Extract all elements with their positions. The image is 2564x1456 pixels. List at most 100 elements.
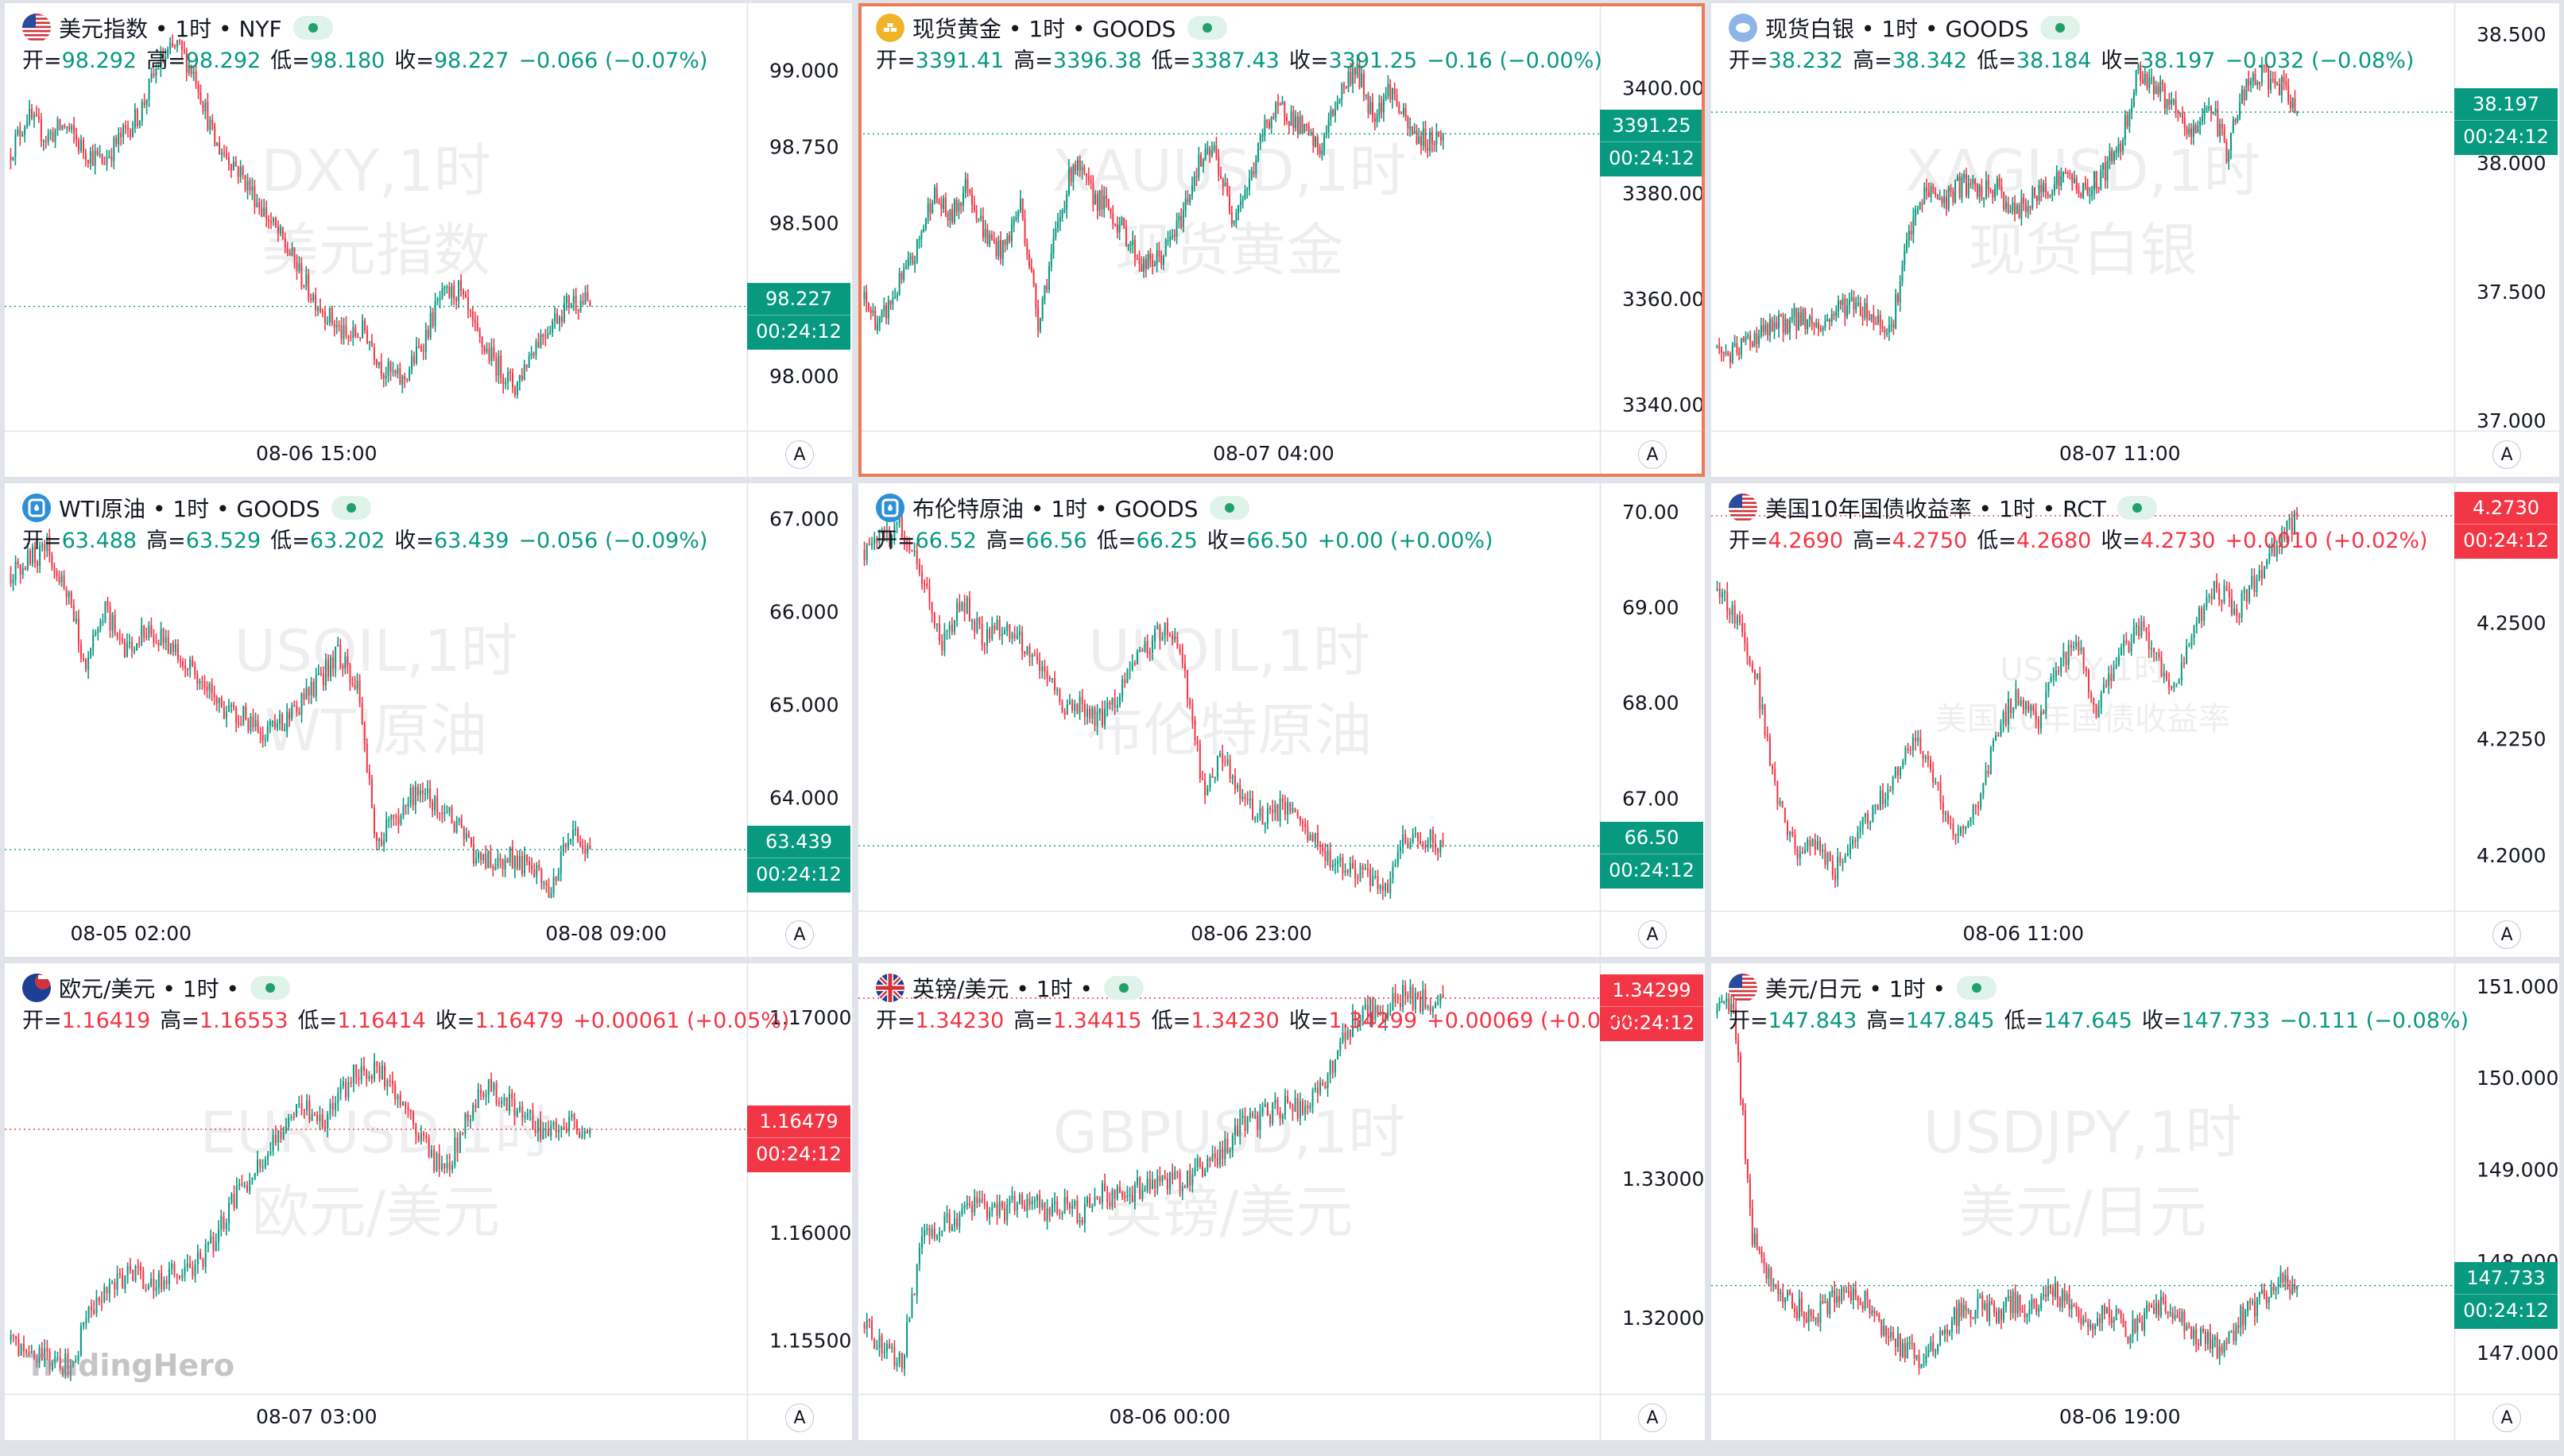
candle-body [1418,136,1420,144]
chart-panel-xag[interactable]: XAGUSD,1时 现货白银 38.500 38.000 37.500 37.000 38.… [1711,3,2559,477]
ohlc-low-value: 38.184 [2016,48,2092,73]
candle-body [2242,1306,2244,1325]
candle-body [1006,1205,1009,1221]
candle-body [1736,615,1738,624]
auto-scale-button[interactable]: A [2492,920,2521,949]
candle-body [1114,223,1117,226]
candlestick-series [10,529,591,899]
market-open-indicator[interactable] [250,976,290,1000]
candle-body [1086,708,1089,717]
auto-scale-button[interactable]: A [785,920,814,949]
candle-body [2055,671,2057,676]
market-open-indicator[interactable] [1103,976,1144,1000]
candle-body [1076,160,1079,171]
candle-body [883,529,885,533]
chart-header[interactable]: 美元/日元 • 1时 • [1729,970,1997,1006]
candle-body [1166,622,1168,635]
auto-scale-button[interactable]: A [785,440,814,469]
chart-panel-ukoil[interactable]: UKOIL,1时 布伦特原油 70.00 69.00 68.00 67.00 66.50 00… [858,483,1705,957]
chart-header[interactable]: 现货白银 • 1时 • GOODS [1729,10,2080,46]
candle-body [1094,707,1096,726]
candle-body [288,1117,290,1127]
candle-body [1989,1301,1991,1321]
chart-header[interactable]: 欧元/美元 • 1时 • [22,970,290,1006]
candle-body [575,829,577,831]
chart-panel-eurusd[interactable]: EURUSD,1时 欧元/美元 1.17000 1.16000 1.15500 1.164… [5,963,852,1440]
candle-body [1740,338,1742,354]
chart-header[interactable]: 英镑/美元 • 1时 • [876,970,1144,1006]
market-open-indicator[interactable] [1209,496,1249,520]
chart-header[interactable]: 美元指数 • 1时 • NYF [22,10,333,46]
candle-body [2132,92,2135,106]
auto-scale-button[interactable]: A [1638,1404,1667,1432]
chart-header[interactable]: 布伦特原油 • 1时 • GOODS [876,490,1249,526]
auto-scale-button[interactable]: A [2492,1404,2521,1432]
candle-body [1396,1002,1399,1004]
chart-header[interactable]: WTI原油 • 1时 • GOODS [22,490,371,526]
ohlc-close-label: 收 [394,48,416,73]
ohlc-open-label: 开 [876,529,897,553]
candle-body [2164,1301,2167,1312]
candle-body [1935,1351,1937,1353]
candle-body [1175,220,1178,237]
chart-header[interactable]: 现货黄金 • 1时 • GOODS [876,10,1227,46]
auto-scale-button[interactable]: A [1638,920,1667,949]
candle-body [269,1151,272,1156]
candle-body [223,153,226,154]
candle-body [560,851,562,873]
chart-panel-gbpusd[interactable]: GBPUSD,1时 英镑/美元 1.33000 1.32000 1.34299 00:24… [858,963,1705,1440]
us-flag-icon [1729,974,1757,1002]
market-open-indicator[interactable] [2117,496,2157,520]
candle-body [974,1197,976,1213]
candle-body [896,1363,898,1366]
candle-body [235,1185,238,1209]
candle-body [929,203,931,213]
candle-body [155,642,157,645]
chart-panel-wti[interactable]: USOIL,1时 WTI原油 67.000 66.000 65.000 64.000 63.… [5,483,852,957]
auto-scale-button[interactable]: A [1638,440,1667,469]
candle-body [1009,234,1011,242]
auto-scale-button[interactable]: A [785,1404,814,1432]
ohlc-equals: = [416,529,434,553]
candle-body [1231,776,1234,779]
last-price-value: 38.197 [2473,93,2539,116]
candle-body [1776,322,1778,329]
market-open-indicator[interactable] [331,496,371,520]
auto-scale-button[interactable]: A [2492,440,2521,469]
market-open-indicator[interactable] [1956,976,1997,1000]
candle-body [1010,224,1013,242]
candle-body [2062,651,2065,659]
candle-body [1224,1138,1226,1160]
chart-panel-usdjpy[interactable]: USDJPY,1时美元/日元151.000150.000149.000148.0… [1711,963,2559,1440]
candle-body [172,643,174,652]
candle-body [113,137,115,161]
chart-panel-xau[interactable]: XAUUSD,1时 现货黄金 3400.00 3380.00 3360.00 3340.0… [858,3,1705,477]
candle-body [493,1083,495,1091]
ohlc-change-value: −0.16 (−0.00%) [1427,48,1602,73]
candle-body [1315,137,1317,147]
candle-body [1442,994,1444,998]
chart-panel-us10y[interactable]: US10Y,1时 美国10年国债收益率 4.2500 4.2250 4.2000 4.27… [1711,483,2559,957]
chart-panel-dxy[interactable]: DXY,1时 美元指数 99.000 98.750 98.500 98.000 98.227… [5,3,852,477]
market-open-indicator[interactable] [292,16,333,40]
candle-body [274,218,277,227]
market-open-indicator[interactable] [1187,16,1227,40]
candle-body [97,628,99,633]
chart-header[interactable]: 美国10年国债收益率 • 1时 • RCT [1729,490,2157,526]
candle-body [1048,1208,1051,1216]
market-open-indicator[interactable] [2039,16,2080,40]
candle-body [1729,610,1731,615]
candle-body [2000,1310,2002,1320]
ohlc-readout: 开=38.232 高=38.342 低=38.184 收=38.197 −0.032 (… [1729,43,2423,74]
candle-body [434,301,436,327]
candle-body [223,707,225,719]
